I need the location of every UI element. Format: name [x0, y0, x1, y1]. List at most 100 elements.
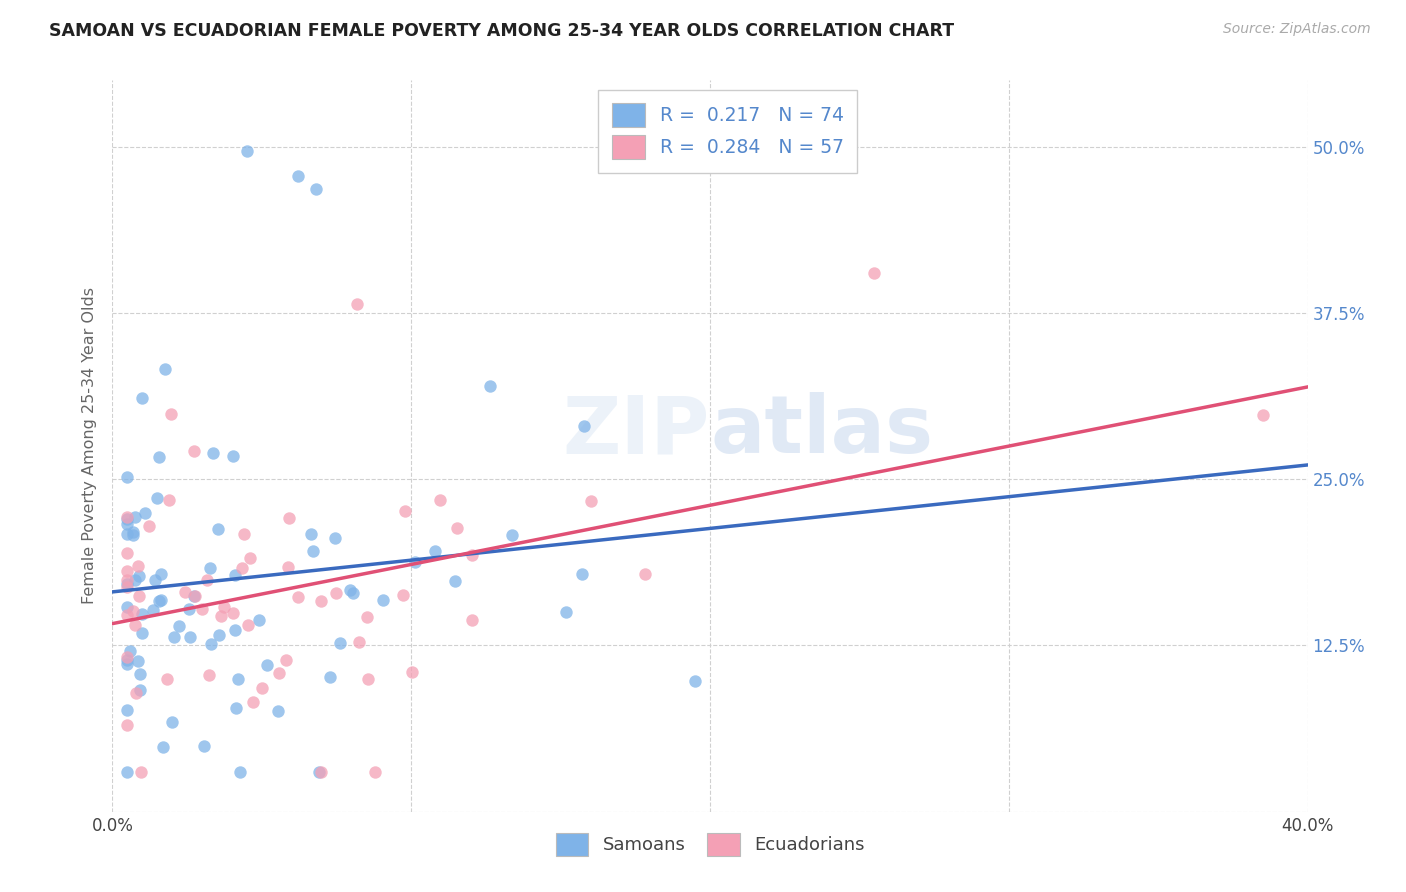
Point — [347, 635, 370, 649]
Point — [277, 560, 299, 574]
Point — [461, 613, 484, 627]
Point — [146, 491, 169, 506]
Point — [183, 443, 205, 458]
Point — [212, 600, 235, 615]
Point — [134, 506, 156, 520]
Point — [392, 588, 415, 602]
Point — [129, 682, 152, 697]
Point — [571, 567, 593, 582]
Point — [446, 521, 468, 535]
Point — [150, 566, 173, 581]
Point — [117, 717, 139, 731]
Point — [236, 617, 259, 632]
Point — [117, 657, 139, 671]
Point — [117, 527, 139, 541]
Point — [163, 630, 186, 644]
Point — [222, 450, 245, 464]
Point — [323, 531, 346, 545]
Point — [579, 494, 602, 508]
Point — [143, 574, 166, 588]
Point — [501, 528, 523, 542]
Point — [128, 569, 150, 583]
Point — [429, 493, 451, 508]
Point — [156, 672, 179, 686]
Point — [256, 657, 278, 672]
Point — [131, 625, 153, 640]
Point — [195, 573, 218, 587]
Point — [193, 739, 215, 754]
Point — [299, 526, 322, 541]
Point — [198, 561, 221, 575]
Point — [278, 511, 301, 525]
Point — [207, 522, 229, 536]
Point — [184, 589, 207, 603]
Point — [117, 653, 139, 667]
Point — [356, 609, 378, 624]
Point — [572, 419, 595, 434]
Point — [190, 602, 212, 616]
Point — [302, 544, 325, 558]
Point — [138, 519, 160, 533]
Point — [228, 764, 250, 779]
Point — [127, 558, 149, 573]
Point — [287, 169, 309, 183]
Point — [444, 574, 467, 588]
Point — [117, 702, 139, 716]
Point — [269, 665, 291, 680]
Point — [121, 525, 143, 540]
Point — [247, 613, 270, 627]
Point — [201, 446, 224, 460]
Text: SAMOAN VS ECUADORIAN FEMALE POVERTY AMONG 25-34 YEAR OLDS CORRELATION CHART: SAMOAN VS ECUADORIAN FEMALE POVERTY AMON… — [49, 22, 955, 40]
Point — [231, 561, 253, 575]
Point — [117, 600, 139, 615]
Point — [224, 624, 246, 638]
Point — [554, 605, 576, 619]
Point — [117, 512, 139, 526]
Point — [239, 550, 262, 565]
Point — [117, 564, 139, 578]
Point — [117, 516, 139, 531]
Point — [118, 644, 141, 658]
Point — [371, 593, 394, 607]
Point — [461, 548, 484, 562]
Point — [129, 764, 152, 779]
Point — [122, 604, 145, 618]
Point — [157, 493, 180, 508]
Point — [209, 609, 232, 624]
Point — [863, 266, 886, 280]
Point — [250, 681, 273, 695]
Point — [152, 739, 174, 754]
Point — [127, 654, 149, 668]
Point — [222, 607, 245, 621]
Point — [125, 685, 148, 699]
Point — [305, 182, 328, 196]
Point — [478, 379, 501, 393]
Point — [287, 590, 309, 604]
Point — [117, 577, 139, 591]
Point — [142, 602, 165, 616]
Point — [225, 700, 247, 714]
Point — [276, 653, 298, 667]
Point — [200, 637, 222, 651]
Point — [131, 391, 153, 405]
Point — [342, 586, 364, 600]
Legend: Samoans, Ecuadorians: Samoans, Ecuadorians — [543, 820, 877, 869]
Y-axis label: Female Poverty Among 25-34 Year Olds: Female Poverty Among 25-34 Year Olds — [82, 287, 97, 605]
Point — [364, 764, 387, 779]
Point — [208, 628, 231, 642]
Point — [401, 665, 423, 679]
Point — [117, 607, 139, 622]
Point — [425, 543, 447, 558]
Point — [325, 585, 347, 599]
Point — [155, 361, 177, 376]
Point — [198, 668, 221, 682]
Point — [634, 567, 657, 582]
Text: ZIP: ZIP — [562, 392, 710, 470]
Point — [267, 705, 290, 719]
Point — [124, 510, 146, 524]
Point — [122, 528, 145, 542]
Point — [226, 672, 249, 686]
Point — [309, 594, 332, 608]
Point — [117, 650, 139, 665]
Point — [150, 592, 173, 607]
